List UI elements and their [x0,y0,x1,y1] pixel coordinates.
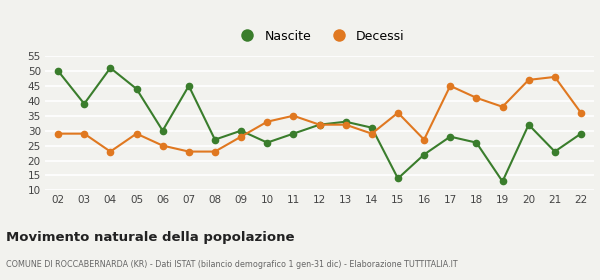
Decessi [133,132,140,135]
Nascite [421,153,428,156]
Decessi [55,132,62,135]
Nascite [342,120,349,123]
Nascite [446,135,454,138]
Decessi [446,84,454,88]
Nascite [551,150,559,153]
Decessi [159,144,166,147]
Decessi [211,150,218,153]
Nascite [394,177,401,180]
Nascite [316,123,323,126]
Nascite [133,87,140,90]
Nascite [55,69,62,73]
Decessi [368,132,376,135]
Line: Decessi: Decessi [55,74,584,155]
Nascite [107,66,114,70]
Decessi [577,111,584,115]
Text: Movimento naturale della popolazione: Movimento naturale della popolazione [6,231,295,244]
Decessi [316,123,323,126]
Decessi [263,120,271,123]
Nascite [238,129,245,132]
Decessi [551,75,559,79]
Decessi [185,150,193,153]
Nascite [185,84,193,88]
Legend: Nascite, Decessi: Nascite, Decessi [229,25,410,48]
Nascite [577,132,584,135]
Decessi [80,132,88,135]
Decessi [525,78,532,81]
Decessi [290,114,297,117]
Nascite [263,141,271,144]
Decessi [238,135,245,138]
Nascite [368,126,376,129]
Nascite [80,102,88,106]
Text: COMUNE DI ROCCABERNARDA (KR) - Dati ISTAT (bilancio demografico 1 gen-31 dic) - : COMUNE DI ROCCABERNARDA (KR) - Dati ISTA… [6,260,458,269]
Nascite [525,123,532,126]
Decessi [394,111,401,115]
Nascite [211,138,218,141]
Nascite [473,141,480,144]
Line: Nascite: Nascite [55,65,584,185]
Nascite [159,129,166,132]
Decessi [107,150,114,153]
Decessi [499,105,506,108]
Nascite [290,132,297,135]
Nascite [499,180,506,183]
Decessi [421,138,428,141]
Decessi [473,96,480,99]
Decessi [342,123,349,126]
